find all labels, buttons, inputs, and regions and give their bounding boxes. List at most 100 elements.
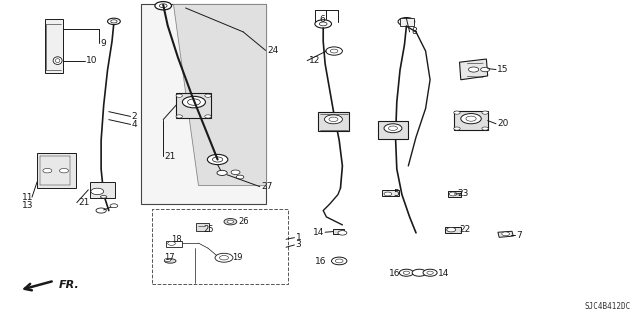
Text: 21: 21 [78, 198, 90, 207]
Circle shape [403, 20, 410, 24]
Circle shape [111, 20, 117, 23]
Circle shape [388, 126, 397, 130]
Circle shape [220, 256, 228, 260]
Circle shape [91, 188, 104, 195]
Circle shape [324, 115, 342, 124]
Text: 23: 23 [457, 189, 468, 198]
Ellipse shape [53, 57, 62, 64]
Text: 24: 24 [267, 46, 278, 55]
Circle shape [176, 115, 182, 118]
Circle shape [423, 269, 437, 276]
Bar [176, 93, 211, 118]
Circle shape [212, 157, 223, 162]
Polygon shape [460, 59, 488, 80]
Text: 4: 4 [132, 120, 138, 129]
Circle shape [164, 258, 171, 262]
Text: 2: 2 [132, 112, 138, 121]
Circle shape [188, 99, 200, 105]
Circle shape [335, 259, 343, 263]
Circle shape [447, 227, 456, 232]
Circle shape [205, 94, 211, 97]
Circle shape [43, 168, 52, 173]
Text: 16: 16 [315, 257, 326, 266]
Text: SJC4B412DC: SJC4B412DC [584, 302, 630, 311]
Circle shape [403, 271, 410, 274]
Text: 11: 11 [22, 193, 33, 202]
Circle shape [468, 67, 479, 72]
Text: 18: 18 [172, 235, 182, 244]
Circle shape [466, 116, 476, 121]
Bar [378, 121, 408, 139]
Text: 14: 14 [438, 269, 450, 278]
Circle shape [482, 127, 488, 130]
Text: 12: 12 [308, 56, 320, 65]
Circle shape [461, 114, 481, 124]
Circle shape [384, 124, 402, 133]
Circle shape [207, 154, 228, 165]
Circle shape [205, 115, 211, 118]
Circle shape [168, 241, 175, 245]
Text: 3: 3 [296, 241, 301, 249]
Circle shape [224, 219, 237, 225]
Circle shape [159, 4, 167, 8]
Circle shape [108, 18, 120, 25]
Text: 16: 16 [388, 269, 400, 278]
Text: 5: 5 [393, 189, 399, 198]
Bar [454, 111, 488, 130]
Text: 15: 15 [497, 65, 509, 74]
Circle shape [326, 47, 342, 55]
Circle shape [176, 94, 182, 97]
Text: 22: 22 [460, 225, 471, 234]
Circle shape [482, 111, 488, 114]
Bar [90, 182, 115, 198]
Bar [318, 112, 349, 131]
Circle shape [454, 111, 460, 114]
Text: 13: 13 [22, 201, 33, 210]
Circle shape [384, 192, 392, 196]
Text: 7: 7 [516, 231, 522, 240]
Circle shape [315, 20, 332, 28]
Bar [400, 18, 414, 26]
Bar [152, 209, 288, 284]
Circle shape [449, 192, 457, 196]
Circle shape [338, 231, 347, 235]
Circle shape [332, 257, 347, 265]
Text: 14: 14 [312, 228, 324, 237]
Text: 20: 20 [497, 119, 509, 128]
Text: 17: 17 [164, 253, 175, 262]
Circle shape [155, 2, 172, 10]
Circle shape [182, 96, 205, 108]
Ellipse shape [55, 59, 60, 63]
Circle shape [329, 117, 338, 122]
Circle shape [427, 271, 433, 274]
Bar [445, 227, 461, 233]
Polygon shape [173, 4, 266, 185]
Ellipse shape [100, 196, 107, 198]
Text: 25: 25 [204, 225, 214, 234]
Text: 26: 26 [238, 217, 249, 226]
Text: 6: 6 [319, 15, 325, 24]
Circle shape [217, 170, 227, 175]
Text: 8: 8 [411, 27, 417, 36]
Circle shape [398, 18, 415, 26]
Circle shape [454, 127, 460, 130]
Circle shape [236, 175, 244, 179]
Circle shape [330, 49, 338, 53]
Circle shape [60, 168, 68, 173]
Circle shape [215, 253, 233, 262]
Circle shape [110, 204, 118, 208]
Bar [382, 190, 399, 196]
Circle shape [412, 269, 426, 276]
Text: FR.: FR. [59, 279, 79, 290]
Circle shape [399, 269, 413, 276]
Circle shape [227, 220, 234, 223]
Circle shape [319, 22, 327, 26]
Circle shape [96, 208, 106, 213]
Bar [448, 191, 461, 197]
Bar [45, 19, 63, 73]
Text: 21: 21 [164, 152, 176, 161]
Ellipse shape [164, 259, 176, 263]
Text: 10: 10 [86, 56, 98, 65]
Bar [166, 241, 182, 247]
Bar [196, 223, 209, 231]
